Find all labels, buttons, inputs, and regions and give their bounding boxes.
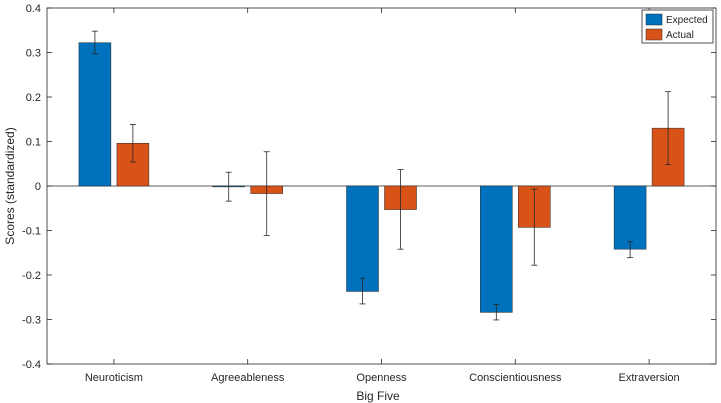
y-tick-label: 0.4: [26, 3, 41, 15]
x-tick-label: Openness: [356, 372, 407, 384]
x-tick-label: Extraversion: [619, 372, 680, 384]
bar-expected: [613, 185, 647, 250]
error-bars: [91, 30, 672, 321]
legend-label-expected: Expected: [666, 15, 708, 26]
y-tick-label: -0.2: [22, 270, 41, 282]
bar-expected: [346, 185, 379, 292]
y-tick-label: 0: [35, 181, 41, 193]
x-axis-title: Big Five: [356, 389, 400, 403]
y-tick-label: 0.3: [26, 48, 41, 60]
x-tick-label: Agreeableness: [211, 372, 285, 384]
y-axis-title: Scores (standardized): [3, 127, 17, 244]
axes: [46, 7, 717, 365]
y-tick-label: -0.4: [22, 359, 41, 371]
y-tick-label: 0.1: [26, 137, 41, 149]
legend-swatch-actual: [645, 28, 663, 41]
legend-swatch-expected: [645, 13, 663, 26]
y-tick-label: -0.3: [22, 315, 41, 327]
tick-labels: -0.4 -0.3 -0.2 -0.1 0 0.1 0.2 0.3 0.4 Neuroticism…: [22, 3, 680, 384]
bars: [78, 42, 685, 313]
x-tick-label: Conscientiousness: [469, 372, 562, 384]
legend-label-actual: Actual: [666, 30, 694, 41]
y-tick-label: -0.1: [22, 226, 41, 238]
bar-expected: [78, 42, 112, 187]
legend: Expected Actual: [641, 9, 714, 44]
y-tick-label: 0.2: [26, 92, 41, 104]
bar-expected: [480, 185, 513, 313]
x-tick-label: Neuroticism: [85, 372, 143, 384]
